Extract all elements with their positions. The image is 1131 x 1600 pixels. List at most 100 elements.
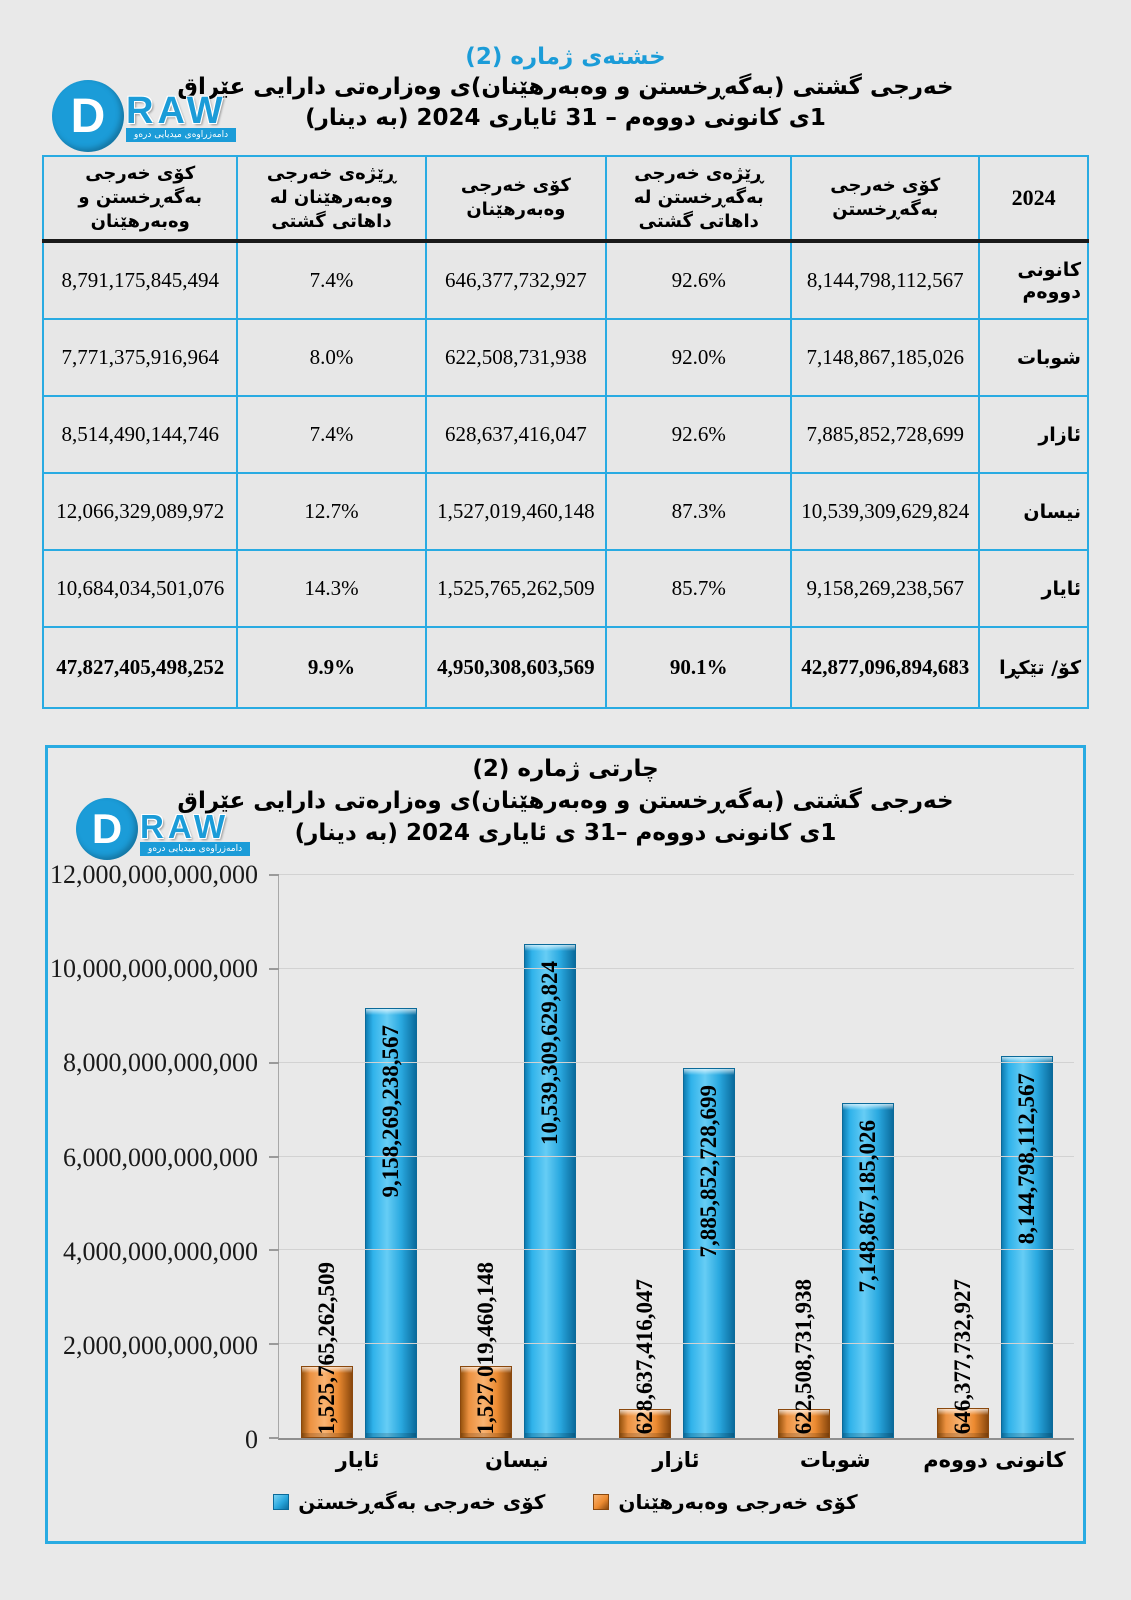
table-row: شوبات 7,148,867,185,026 92.0% 622,508,731,9…: [41, 318, 1089, 397]
gridline: [279, 1249, 1074, 1251]
table-title-period: 1ی کانونی دووەم – 31 ئایاری 2024 (بە دین…: [305, 105, 826, 131]
chart-title-main: خەرجی گشتی (بەگەڕخستن و وەبەرهێنان)ی وەز…: [177, 788, 954, 814]
table-row: نیسان 10,539,309,629,824 87.3% 1,527,019,46…: [41, 472, 1089, 551]
table-header-cell: کۆی خەرجی بەگەڕخستن و وەبەرهێنان: [41, 155, 239, 243]
plot-area: 8,144,798,112,567 646,377,732,927 7,148,86…: [269, 874, 1074, 1440]
gridline: [279, 1155, 1074, 1157]
table-row: ئازار 7,885,852,728,699 92.6% 628,637,416,0…: [41, 395, 1089, 474]
bar-value-label: 646,377,732,927: [949, 1278, 975, 1434]
bar-value-label: 7,148,867,185,026: [854, 1119, 880, 1293]
value-cell: 12,066,329,089,972: [41, 472, 239, 551]
table-header-row: 2024 کۆی خەرجی بەگەڕخستن ڕێژەی خەرجی بەگەڕ…: [41, 155, 1089, 243]
value-cell: 7.4%: [236, 240, 427, 320]
logo-d-letter: D: [70, 89, 106, 143]
legend-label: کۆی خەرجی بەگەڕخستن: [298, 1490, 546, 1514]
table-title-main: خەرجی گشتی (بەگەڕخستن و وەبەرهێنان)ی وەز…: [177, 74, 954, 100]
x-axis-label: ئایار: [335, 1448, 380, 1472]
value-cell: 92.6%: [605, 240, 793, 320]
y-axis-tick-mark: [269, 1437, 279, 1439]
y-axis-tick-mark: [269, 874, 279, 876]
value-cell: 90.1%: [605, 626, 793, 709]
y-axis-tick-mark: [269, 1155, 279, 1158]
bar-group: 9,158,269,238,567 1,525,765,262,509: [279, 875, 438, 1438]
value-cell: 92.6%: [605, 395, 793, 474]
value-cell: 4,950,308,603,569: [424, 626, 608, 709]
table-total-row: کۆ/ تێکڕا 42,877,096,894,683 90.1% 4,950,30…: [41, 626, 1089, 709]
value-cell: 7.4%: [236, 395, 427, 474]
bar-group: 7,148,867,185,026 622,508,731,938: [756, 875, 915, 1438]
value-cell: 628,637,416,047: [424, 395, 608, 474]
value-cell: 8,514,490,144,746: [41, 395, 239, 474]
y-axis-tick-label: 4,000,000,000,000: [63, 1236, 258, 1266]
chart-box: چارتی ژمارە (2) خەرجی گشتی (بەگەڕخستن و …: [45, 745, 1086, 1544]
bar-value-label: 9,158,269,238,567: [377, 1025, 403, 1198]
y-axis-tick-mark: [269, 1343, 279, 1346]
table-header-cell: کۆی خەرجی بەگەڕخستن: [790, 155, 981, 243]
value-cell: 1,525,765,262,509: [424, 549, 608, 628]
bar-group: 10,539,309,629,824 1,527,019,460,148: [438, 875, 597, 1438]
bar-operating: 9,158,269,238,567: [364, 1008, 417, 1438]
report-header: خشتەی ژمارە (2) خەرجی گشتی (بەگەڕخستن و …: [0, 42, 1131, 134]
bar-operating: 7,885,852,728,699: [682, 1068, 735, 1438]
x-axis-labels: کانونی دووەم شوبات ئازار نیسان ئایار: [278, 1448, 1074, 1472]
draw-logo-chart: D RAW دامەزراوەی میدیایی درەو: [76, 798, 251, 860]
gridline: [279, 1061, 1074, 1063]
legend-marker-operating: [273, 1494, 290, 1510]
bar-investment: 628,637,416,047: [618, 1279, 671, 1438]
legend-item: کۆی خەرجی وەبەرهێنان: [593, 1490, 858, 1514]
value-cell: 8.0%: [236, 318, 427, 397]
x-axis-label: کانونی دووەم: [923, 1448, 1066, 1472]
bar-investment: 1,525,765,262,509: [300, 1262, 353, 1438]
table-row: کانونی دووەم 8,144,798,112,567 92.6% 646,37…: [41, 240, 1089, 320]
bar-value-label: 8,144,798,112,567: [1013, 1072, 1039, 1245]
bar-value-label: 622,508,731,938: [790, 1278, 816, 1434]
value-cell: 646,377,732,927: [424, 240, 608, 320]
bar-value-label: 628,637,416,047: [631, 1278, 657, 1434]
value-cell: 9.9%: [236, 626, 427, 709]
value-cell: 622,508,731,938: [424, 318, 608, 397]
value-cell: 7,885,852,728,699: [790, 395, 981, 474]
bar-operating: 10,539,309,629,824: [523, 943, 576, 1438]
value-cell: 42,877,096,894,683: [790, 626, 981, 709]
expenditure-table: 2024 کۆی خەرجی بەگەڕخستن ڕێژەی خەرجی بەگەڕ…: [41, 155, 1089, 709]
gridline: [279, 1343, 1074, 1345]
x-axis-label: نیسان: [484, 1448, 549, 1472]
value-cell: 10,684,034,501,076: [41, 549, 239, 628]
bar-investment: 646,377,732,927: [936, 1279, 989, 1438]
value-cell: 92.0%: [605, 318, 793, 397]
bar-operating: 8,144,798,112,567: [1000, 1055, 1053, 1438]
chart-titles: چارتی ژمارە (2) خەرجی گشتی (بەگەڕخستن و …: [48, 753, 1083, 849]
value-cell: 87.3%: [605, 472, 793, 551]
legend-item: کۆی خەرجی بەگەڕخستن: [273, 1490, 545, 1514]
table-header-cell: ڕێژەی خەرجی بەگەڕخستن لە داهاتی گشتی: [605, 155, 793, 243]
month-cell: کۆ/ تێکڕا: [978, 626, 1089, 709]
bar-investment: 622,508,731,938: [777, 1279, 830, 1438]
bar-group: 7,885,852,728,699 628,637,416,047: [597, 875, 756, 1438]
value-cell: 7,771,375,916,964: [41, 318, 239, 397]
month-cell: نیسان: [978, 472, 1089, 551]
table-row: ئایار 9,158,269,238,567 85.7% 1,525,765,262…: [41, 549, 1089, 628]
y-axis-tick-mark: [269, 967, 279, 970]
value-cell: 7,148,867,185,026: [790, 318, 981, 397]
value-cell: 47,827,405,498,252: [41, 626, 239, 709]
bar-value-label: 1,525,765,262,509: [313, 1261, 339, 1435]
legend-label: کۆی خەرجی وەبەرهێنان: [618, 1490, 858, 1514]
month-cell: ئازار: [978, 395, 1089, 474]
month-cell: ئایار: [978, 549, 1089, 628]
value-cell: 9,158,269,238,567: [790, 549, 981, 628]
x-axis-label: ئازار: [652, 1448, 700, 1472]
value-cell: 8,791,175,845,494: [41, 240, 239, 320]
y-axis-tick-label: 12,000,000,000,000: [50, 860, 258, 889]
bar-value-label: 7,885,852,728,699: [695, 1085, 721, 1258]
legend-marker-investment: [593, 1494, 610, 1510]
bar-group: 8,144,798,112,567 646,377,732,927: [915, 875, 1074, 1438]
chart-legend: کۆی خەرجی بەگەڕخستن کۆی خەرجی وەبەرهێنان: [48, 1490, 1083, 1514]
bar-investment: 1,527,019,460,148: [459, 1262, 512, 1438]
value-cell: 85.7%: [605, 549, 793, 628]
bar-value-label: 10,539,309,629,824: [536, 960, 562, 1145]
y-axis-tick-label: 8,000,000,000,000: [63, 1048, 258, 1078]
table-header-cell: 2024: [978, 155, 1089, 243]
logo-tagline: دامەزراوەی میدیایی درەو: [126, 128, 237, 142]
value-cell: 14.3%: [236, 549, 427, 628]
x-axis-label: شوبات: [799, 1448, 871, 1472]
